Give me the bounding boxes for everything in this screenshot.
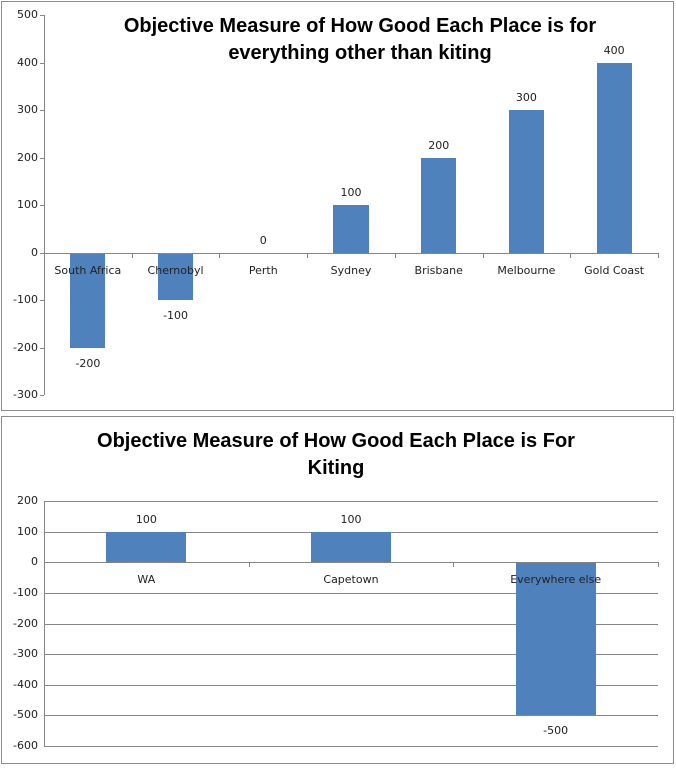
category-label: Melbourne bbox=[497, 263, 556, 277]
bar bbox=[158, 252, 194, 300]
x-tick-mark bbox=[132, 253, 133, 258]
y-tick-mark bbox=[40, 63, 44, 64]
y-tick-label: -300 bbox=[13, 388, 38, 401]
data-label: 300 bbox=[515, 91, 537, 104]
y-tick-label: 0 bbox=[31, 555, 38, 569]
y-tick-mark bbox=[40, 15, 44, 16]
gridline bbox=[44, 685, 658, 686]
x-axis bbox=[44, 253, 658, 254]
data-label: -500 bbox=[543, 724, 569, 738]
bar bbox=[515, 562, 596, 716]
y-tick-label: 300 bbox=[17, 103, 38, 116]
gridline bbox=[44, 501, 658, 502]
y-tick-mark bbox=[40, 205, 44, 206]
y-tick-label: -100 bbox=[13, 293, 38, 306]
data-label: 400 bbox=[603, 43, 625, 57]
x-tick-mark bbox=[453, 562, 454, 567]
x-tick-mark bbox=[395, 253, 396, 258]
category-label: Perth bbox=[248, 263, 278, 277]
y-tick-label: -500 bbox=[13, 708, 38, 722]
x-tick-mark bbox=[483, 253, 484, 258]
y-axis bbox=[44, 501, 45, 746]
category-label: Capetown bbox=[323, 573, 379, 587]
chart-title: Kiting bbox=[307, 457, 365, 479]
category-label: Brisbane bbox=[414, 263, 463, 277]
bar bbox=[421, 157, 457, 253]
x-tick-mark bbox=[658, 562, 659, 567]
y-tick-label: 100 bbox=[17, 524, 38, 538]
bar bbox=[333, 205, 369, 253]
y-tick-label: 400 bbox=[17, 55, 38, 69]
data-label: -100 bbox=[163, 309, 189, 322]
data-label: 200 bbox=[428, 138, 450, 152]
bar bbox=[508, 110, 544, 253]
y-tick-label: 200 bbox=[17, 150, 38, 164]
chart-title: everything other than kiting bbox=[228, 42, 492, 64]
y-tick-label: -100 bbox=[13, 585, 38, 599]
gridline bbox=[44, 593, 658, 594]
bar bbox=[311, 531, 391, 563]
y-tick-mark bbox=[40, 300, 44, 301]
category-label: Gold Coast bbox=[584, 263, 645, 277]
bar bbox=[70, 252, 106, 348]
category-label: Chernobyl bbox=[147, 263, 204, 277]
category-label: South Africa bbox=[54, 263, 122, 277]
data-label: 100 bbox=[340, 186, 362, 199]
x-tick-mark bbox=[249, 562, 250, 567]
data-label: 0 bbox=[259, 233, 267, 247]
y-tick-mark bbox=[40, 253, 44, 254]
y-tick-label: -200 bbox=[13, 616, 38, 630]
y-tick-label: -400 bbox=[13, 677, 38, 691]
category-label: Everywhere else bbox=[510, 573, 602, 587]
data-label: 100 bbox=[135, 512, 157, 526]
data-label: -200 bbox=[75, 356, 101, 370]
y-tick-mark bbox=[40, 395, 44, 396]
y-tick-mark bbox=[40, 348, 44, 349]
data-label: 100 bbox=[340, 512, 362, 526]
y-axis bbox=[44, 15, 45, 395]
y-tick-mark bbox=[40, 110, 44, 111]
gridline bbox=[44, 654, 658, 655]
y-tick-label: -200 bbox=[13, 340, 38, 354]
y-tick-label: 100 bbox=[17, 198, 38, 211]
x-tick-mark bbox=[570, 253, 571, 258]
category-label: WA bbox=[137, 573, 156, 587]
y-tick-label: -600 bbox=[13, 739, 38, 752]
y-tick-label: 500 bbox=[17, 8, 38, 21]
x-tick-mark bbox=[658, 253, 659, 258]
y-tick-label: -300 bbox=[13, 647, 38, 661]
chart-title: Objective Measure of How Good Each Place… bbox=[123, 15, 597, 37]
y-tick-mark bbox=[40, 158, 44, 159]
gridline bbox=[44, 624, 658, 625]
x-tick-mark bbox=[307, 253, 308, 258]
y-tick-label: 0 bbox=[31, 245, 38, 259]
y-tick-label: 200 bbox=[17, 494, 38, 507]
gridline bbox=[44, 746, 658, 747]
bar bbox=[106, 531, 187, 563]
category-label: Sydney bbox=[330, 263, 372, 277]
chart-title: Objective Measure of How Good Each Place… bbox=[97, 430, 575, 452]
x-axis bbox=[44, 562, 658, 563]
bar bbox=[596, 62, 632, 253]
gridline bbox=[44, 715, 658, 716]
x-tick-mark bbox=[219, 253, 220, 258]
